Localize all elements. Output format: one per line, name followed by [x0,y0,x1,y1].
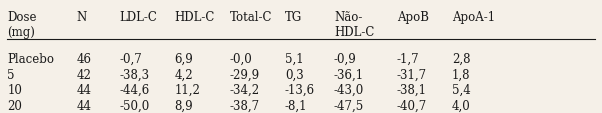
Text: -43,0: -43,0 [334,84,364,96]
Text: -31,7: -31,7 [397,68,427,81]
Text: TG: TG [285,11,302,23]
Text: -34,2: -34,2 [230,84,260,96]
Text: Total-C: Total-C [230,11,272,23]
Text: 42: 42 [76,68,91,81]
Text: -38,3: -38,3 [119,68,149,81]
Text: 44: 44 [76,84,92,96]
Text: -36,1: -36,1 [334,68,364,81]
Text: 4,2: 4,2 [175,68,193,81]
Text: 6,9: 6,9 [175,52,193,65]
Text: 0,3: 0,3 [285,68,303,81]
Text: Placebo: Placebo [7,52,54,65]
Text: ApoB: ApoB [397,11,429,23]
Text: 4,0: 4,0 [452,99,471,112]
Text: 5: 5 [7,68,15,81]
Text: 5,1: 5,1 [285,52,303,65]
Text: -0,7: -0,7 [119,52,142,65]
Text: 1,8: 1,8 [452,68,471,81]
Text: 46: 46 [76,52,92,65]
Text: -40,7: -40,7 [397,99,427,112]
Text: 44: 44 [76,99,92,112]
Text: -0,0: -0,0 [230,52,252,65]
Text: -47,5: -47,5 [334,99,364,112]
Text: -44,6: -44,6 [119,84,150,96]
Text: -8,1: -8,1 [285,99,307,112]
Text: 11,2: 11,2 [175,84,200,96]
Text: HDL-C: HDL-C [175,11,215,23]
Text: 2,8: 2,8 [452,52,471,65]
Text: -1,7: -1,7 [397,52,420,65]
Text: 20: 20 [7,99,22,112]
Text: -13,6: -13,6 [285,84,315,96]
Text: -0,9: -0,9 [334,52,357,65]
Text: -50,0: -50,0 [119,99,150,112]
Text: 8,9: 8,9 [175,99,193,112]
Text: Não-
HDL-C: Não- HDL-C [334,11,374,38]
Text: -38,7: -38,7 [230,99,260,112]
Text: -29,9: -29,9 [230,68,260,81]
Text: 5,4: 5,4 [452,84,471,96]
Text: ApoA-1: ApoA-1 [452,11,495,23]
Text: -38,1: -38,1 [397,84,427,96]
Text: LDL-C: LDL-C [119,11,157,23]
Text: N: N [76,11,87,23]
Text: 10: 10 [7,84,22,96]
Text: Dose
(mg): Dose (mg) [7,11,37,38]
